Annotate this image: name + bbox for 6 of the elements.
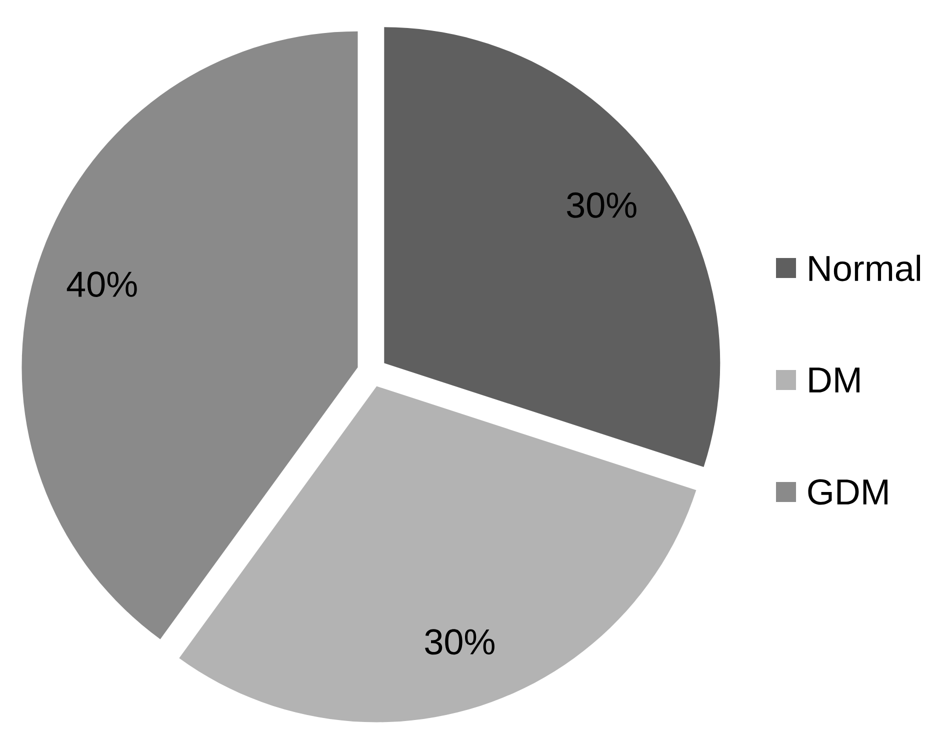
legend-label: DM: [809, 368, 860, 392]
data-label: 30%: [566, 192, 636, 218]
data-label: 30%: [425, 629, 494, 655]
legend-label: GDM: [808, 479, 888, 505]
legend-label: Normal: [809, 254, 920, 282]
data-label: 40%: [66, 272, 137, 298]
